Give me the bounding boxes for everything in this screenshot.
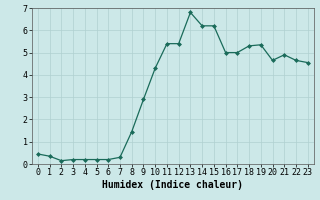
- X-axis label: Humidex (Indice chaleur): Humidex (Indice chaleur): [102, 180, 243, 190]
